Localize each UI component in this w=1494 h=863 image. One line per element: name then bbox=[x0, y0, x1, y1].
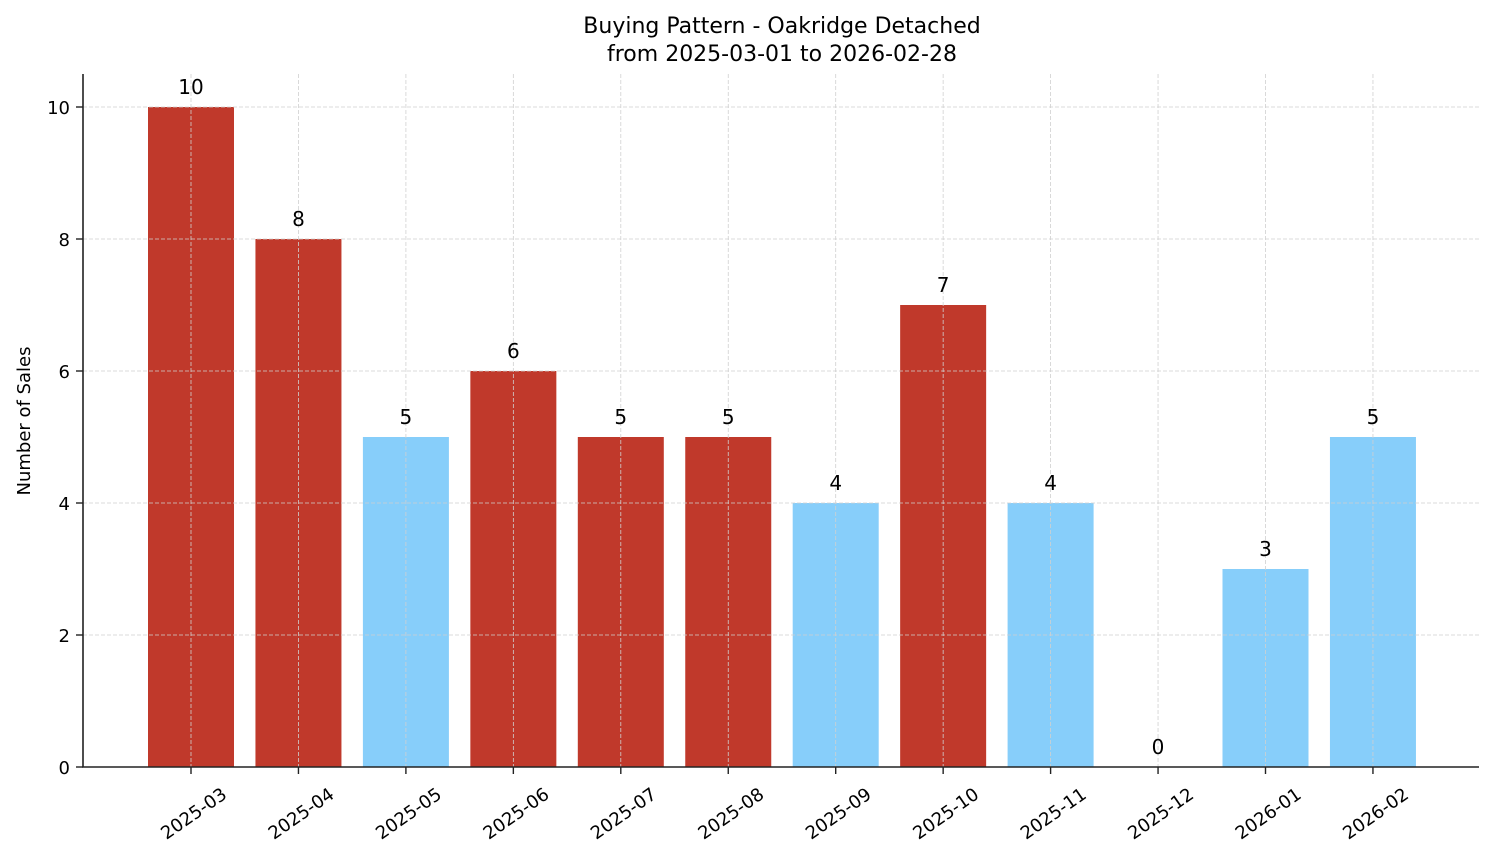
bar-value-label: 3 bbox=[1259, 537, 1272, 561]
x-tick-label: 2025-07 bbox=[587, 784, 661, 844]
y-tick-label: 8 bbox=[59, 230, 70, 251]
y-tick-label: 6 bbox=[59, 362, 70, 383]
bar-value-label: 5 bbox=[1367, 405, 1380, 429]
x-tick-label: 2025-12 bbox=[1124, 784, 1198, 844]
x-tick-label: 2026-02 bbox=[1339, 784, 1413, 844]
bar-value-label: 5 bbox=[722, 405, 735, 429]
chart-subtitle: from 2025-03-01 to 2026-02-28 bbox=[607, 42, 957, 67]
gridlines bbox=[83, 74, 1479, 767]
y-tick-label: 0 bbox=[59, 758, 70, 779]
bar-value-label: 7 bbox=[937, 273, 950, 297]
y-axis-ticks: 0 2 4 6 8 10 bbox=[47, 98, 83, 779]
data-labels: 10 8 5 6 5 5 4 7 4 0 3 5 bbox=[178, 75, 1379, 759]
bar-value-label: 6 bbox=[507, 339, 520, 363]
y-tick-label: 2 bbox=[59, 626, 70, 647]
bar-value-label: 4 bbox=[829, 471, 842, 495]
x-tick-label: 2025-03 bbox=[157, 784, 231, 844]
bar-value-label: 4 bbox=[1044, 471, 1057, 495]
x-tick-label: 2025-09 bbox=[802, 784, 876, 844]
y-tick-label: 10 bbox=[47, 98, 70, 119]
x-tick-label: 2025-04 bbox=[265, 784, 339, 844]
y-axis-label: Number of Sales bbox=[14, 346, 35, 495]
x-tick-label: 2025-05 bbox=[372, 784, 446, 844]
bar-value-label: 5 bbox=[614, 405, 627, 429]
bar-value-label: 10 bbox=[178, 75, 203, 99]
y-tick-label: 4 bbox=[59, 494, 70, 515]
x-tick-label: 2025-11 bbox=[1017, 784, 1091, 844]
bars-group bbox=[148, 107, 1416, 767]
bar-value-label: 8 bbox=[292, 207, 305, 231]
x-tick-label: 2025-10 bbox=[909, 784, 983, 844]
x-tick-label: 2025-08 bbox=[694, 784, 768, 844]
x-tick-label: 2026-01 bbox=[1232, 784, 1306, 844]
x-tick-label: 2025-06 bbox=[480, 784, 554, 844]
x-axis-ticks: 2025-03 2025-04 2025-05 2025-06 2025-07 2025-… bbox=[157, 767, 1413, 844]
chart-title: Buying Pattern - Oakridge Detached bbox=[583, 14, 980, 39]
bar-value-label: 0 bbox=[1152, 735, 1165, 759]
bar-value-label: 5 bbox=[400, 405, 413, 429]
